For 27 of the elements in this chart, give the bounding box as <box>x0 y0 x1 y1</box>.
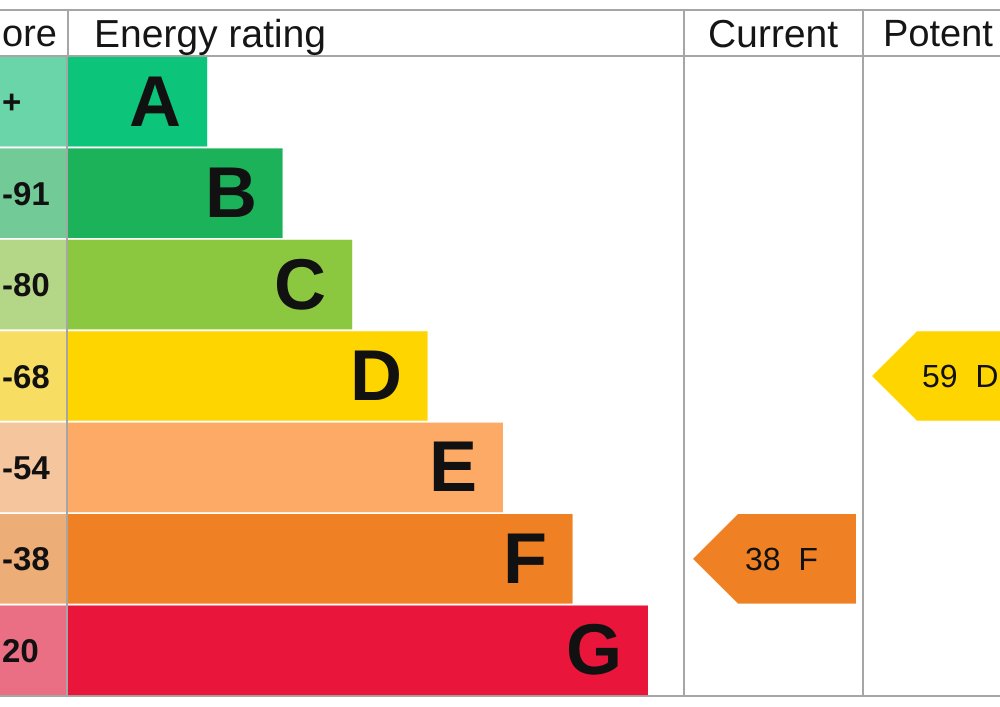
bar <box>68 331 428 421</box>
text: ore <box>2 13 57 55</box>
text: -80 <box>2 266 50 303</box>
bar <box>68 514 573 604</box>
text: -68 <box>2 358 50 395</box>
y-tick-label: A <box>129 62 181 142</box>
y-tick-label: E <box>429 427 478 507</box>
text: -91 <box>2 175 50 212</box>
text: 20 <box>2 632 39 669</box>
y-tick-label: G <box>566 610 622 690</box>
bar <box>68 56 208 147</box>
y-tick-label: D <box>350 336 402 416</box>
bar <box>68 605 648 696</box>
bar <box>68 240 352 330</box>
bar <box>68 422 503 512</box>
bar <box>68 148 283 238</box>
text: + <box>2 83 22 120</box>
text: -54 <box>2 449 50 486</box>
text: 59 D <box>922 358 998 394</box>
text: -38 <box>2 540 50 577</box>
y-tick-label: B <box>205 153 257 233</box>
y-tick-label: F <box>503 519 547 599</box>
text: 38 F <box>745 541 818 577</box>
y-tick-label: C <box>274 245 326 325</box>
text: Current <box>708 13 838 56</box>
text: Potent <box>883 13 994 55</box>
annotation: Energy rating <box>94 13 326 56</box>
